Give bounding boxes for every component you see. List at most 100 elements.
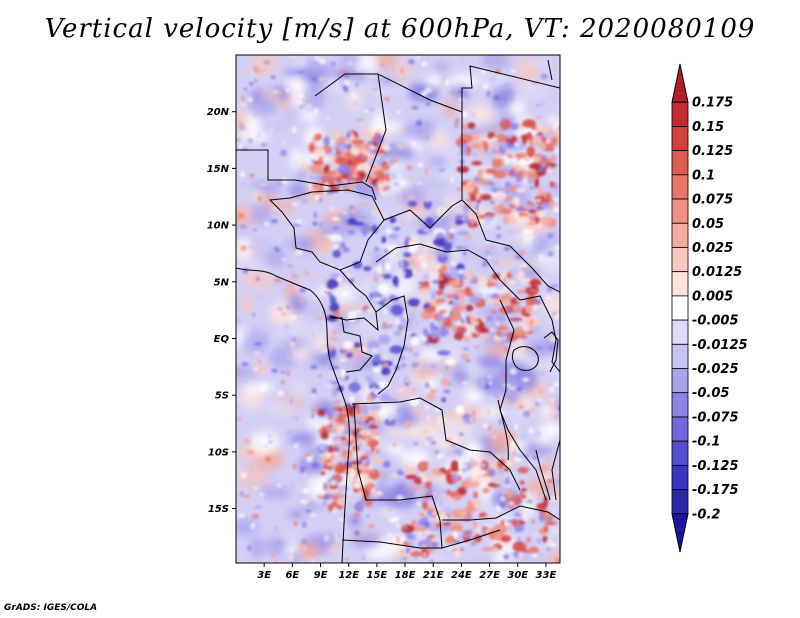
field-cell xyxy=(311,462,320,468)
field-cell xyxy=(482,380,485,386)
field-cell xyxy=(416,182,422,185)
field-cell xyxy=(463,506,477,513)
field-cell xyxy=(413,176,417,181)
field-cell xyxy=(236,365,256,376)
field-cell xyxy=(339,493,347,499)
field-cell xyxy=(338,462,343,467)
field-cell xyxy=(503,554,510,560)
field-cell xyxy=(533,142,539,147)
field-cell xyxy=(307,104,312,107)
colorbar-extend-min xyxy=(671,513,689,553)
lake-malawi xyxy=(535,449,551,501)
field-cell xyxy=(400,547,404,555)
field-cell xyxy=(455,508,462,515)
border-niger xyxy=(236,149,377,201)
field-cell xyxy=(240,245,247,252)
field-cell xyxy=(536,502,548,510)
field-cell xyxy=(476,475,481,483)
field-cell xyxy=(382,460,391,468)
field-cell xyxy=(528,427,534,434)
colorbar-segment xyxy=(671,271,689,297)
field-cell xyxy=(288,293,307,315)
field-cell xyxy=(258,70,264,74)
field-cell xyxy=(347,311,358,323)
field-cell xyxy=(450,286,459,293)
field-cell xyxy=(252,66,260,73)
field-cell xyxy=(465,331,472,337)
field-cell xyxy=(455,325,468,330)
field-cell xyxy=(501,94,507,101)
field-cell xyxy=(260,183,268,186)
field-cell xyxy=(326,462,335,467)
field-cell xyxy=(433,237,447,247)
field-cell xyxy=(489,200,495,205)
field-cell xyxy=(479,110,485,116)
field-cell xyxy=(478,245,485,249)
field-cell xyxy=(486,215,495,220)
field-cell xyxy=(495,234,502,239)
field-cell xyxy=(501,299,512,305)
field-cell xyxy=(463,415,476,425)
field-cell xyxy=(333,310,341,318)
field-cell xyxy=(240,103,247,107)
colorbar-extend-max xyxy=(671,63,689,103)
field-cell xyxy=(399,363,407,368)
field-cell xyxy=(353,519,357,523)
field-cell xyxy=(406,165,413,171)
field-cell xyxy=(424,405,430,409)
field-cell xyxy=(525,295,537,306)
field-cell xyxy=(385,261,391,271)
field-cell xyxy=(281,177,289,185)
field-cell xyxy=(504,520,509,525)
field-cell xyxy=(323,136,331,148)
field-cell xyxy=(274,278,282,282)
field-cell xyxy=(356,170,366,175)
field-cell xyxy=(336,413,350,418)
field-cell xyxy=(350,140,364,144)
field-cell xyxy=(357,465,369,471)
colorbar-segment xyxy=(671,440,689,466)
field-cell xyxy=(413,556,418,560)
field-cell xyxy=(311,558,314,563)
field-cell xyxy=(465,359,471,363)
field-cell xyxy=(481,547,496,551)
field-cell xyxy=(404,377,410,384)
field-cell xyxy=(464,215,470,224)
field-cell xyxy=(472,520,476,525)
field-cell xyxy=(240,171,245,178)
field-cell xyxy=(421,500,429,511)
field-cell xyxy=(451,482,461,488)
field-cell xyxy=(362,425,370,431)
field-cell xyxy=(554,520,559,525)
x-axis: 3E 6E 9E 12E 15E 18E 21E 24E 27E 30E 33E xyxy=(257,563,556,581)
field-cell xyxy=(332,249,342,258)
field-cell xyxy=(276,180,284,186)
field-cell xyxy=(498,467,501,470)
field-cell xyxy=(395,252,403,258)
field-cell xyxy=(332,288,343,292)
field-cell xyxy=(237,302,240,308)
field-cell xyxy=(252,121,288,133)
field-cell xyxy=(445,358,457,366)
field-cell xyxy=(419,323,423,327)
field-cell xyxy=(319,233,326,240)
field-cell xyxy=(311,159,315,164)
field-cell xyxy=(405,532,412,540)
field-cell xyxy=(358,321,388,333)
field-cell xyxy=(286,430,292,435)
field-cell xyxy=(458,513,467,521)
field-cell xyxy=(295,219,302,225)
field-cell xyxy=(476,331,479,336)
field-cell xyxy=(450,260,456,266)
field-cell xyxy=(238,182,247,187)
field-cell xyxy=(534,177,540,189)
field-cell xyxy=(386,398,400,402)
field-cell xyxy=(398,143,405,150)
colorbar-label: -0.05 xyxy=(692,386,729,401)
colorbar-segment xyxy=(671,174,689,200)
field-cell xyxy=(528,546,540,555)
field-cell xyxy=(413,352,420,357)
field-cell xyxy=(415,128,423,134)
field-cell xyxy=(514,326,524,336)
field-cell xyxy=(521,268,528,271)
